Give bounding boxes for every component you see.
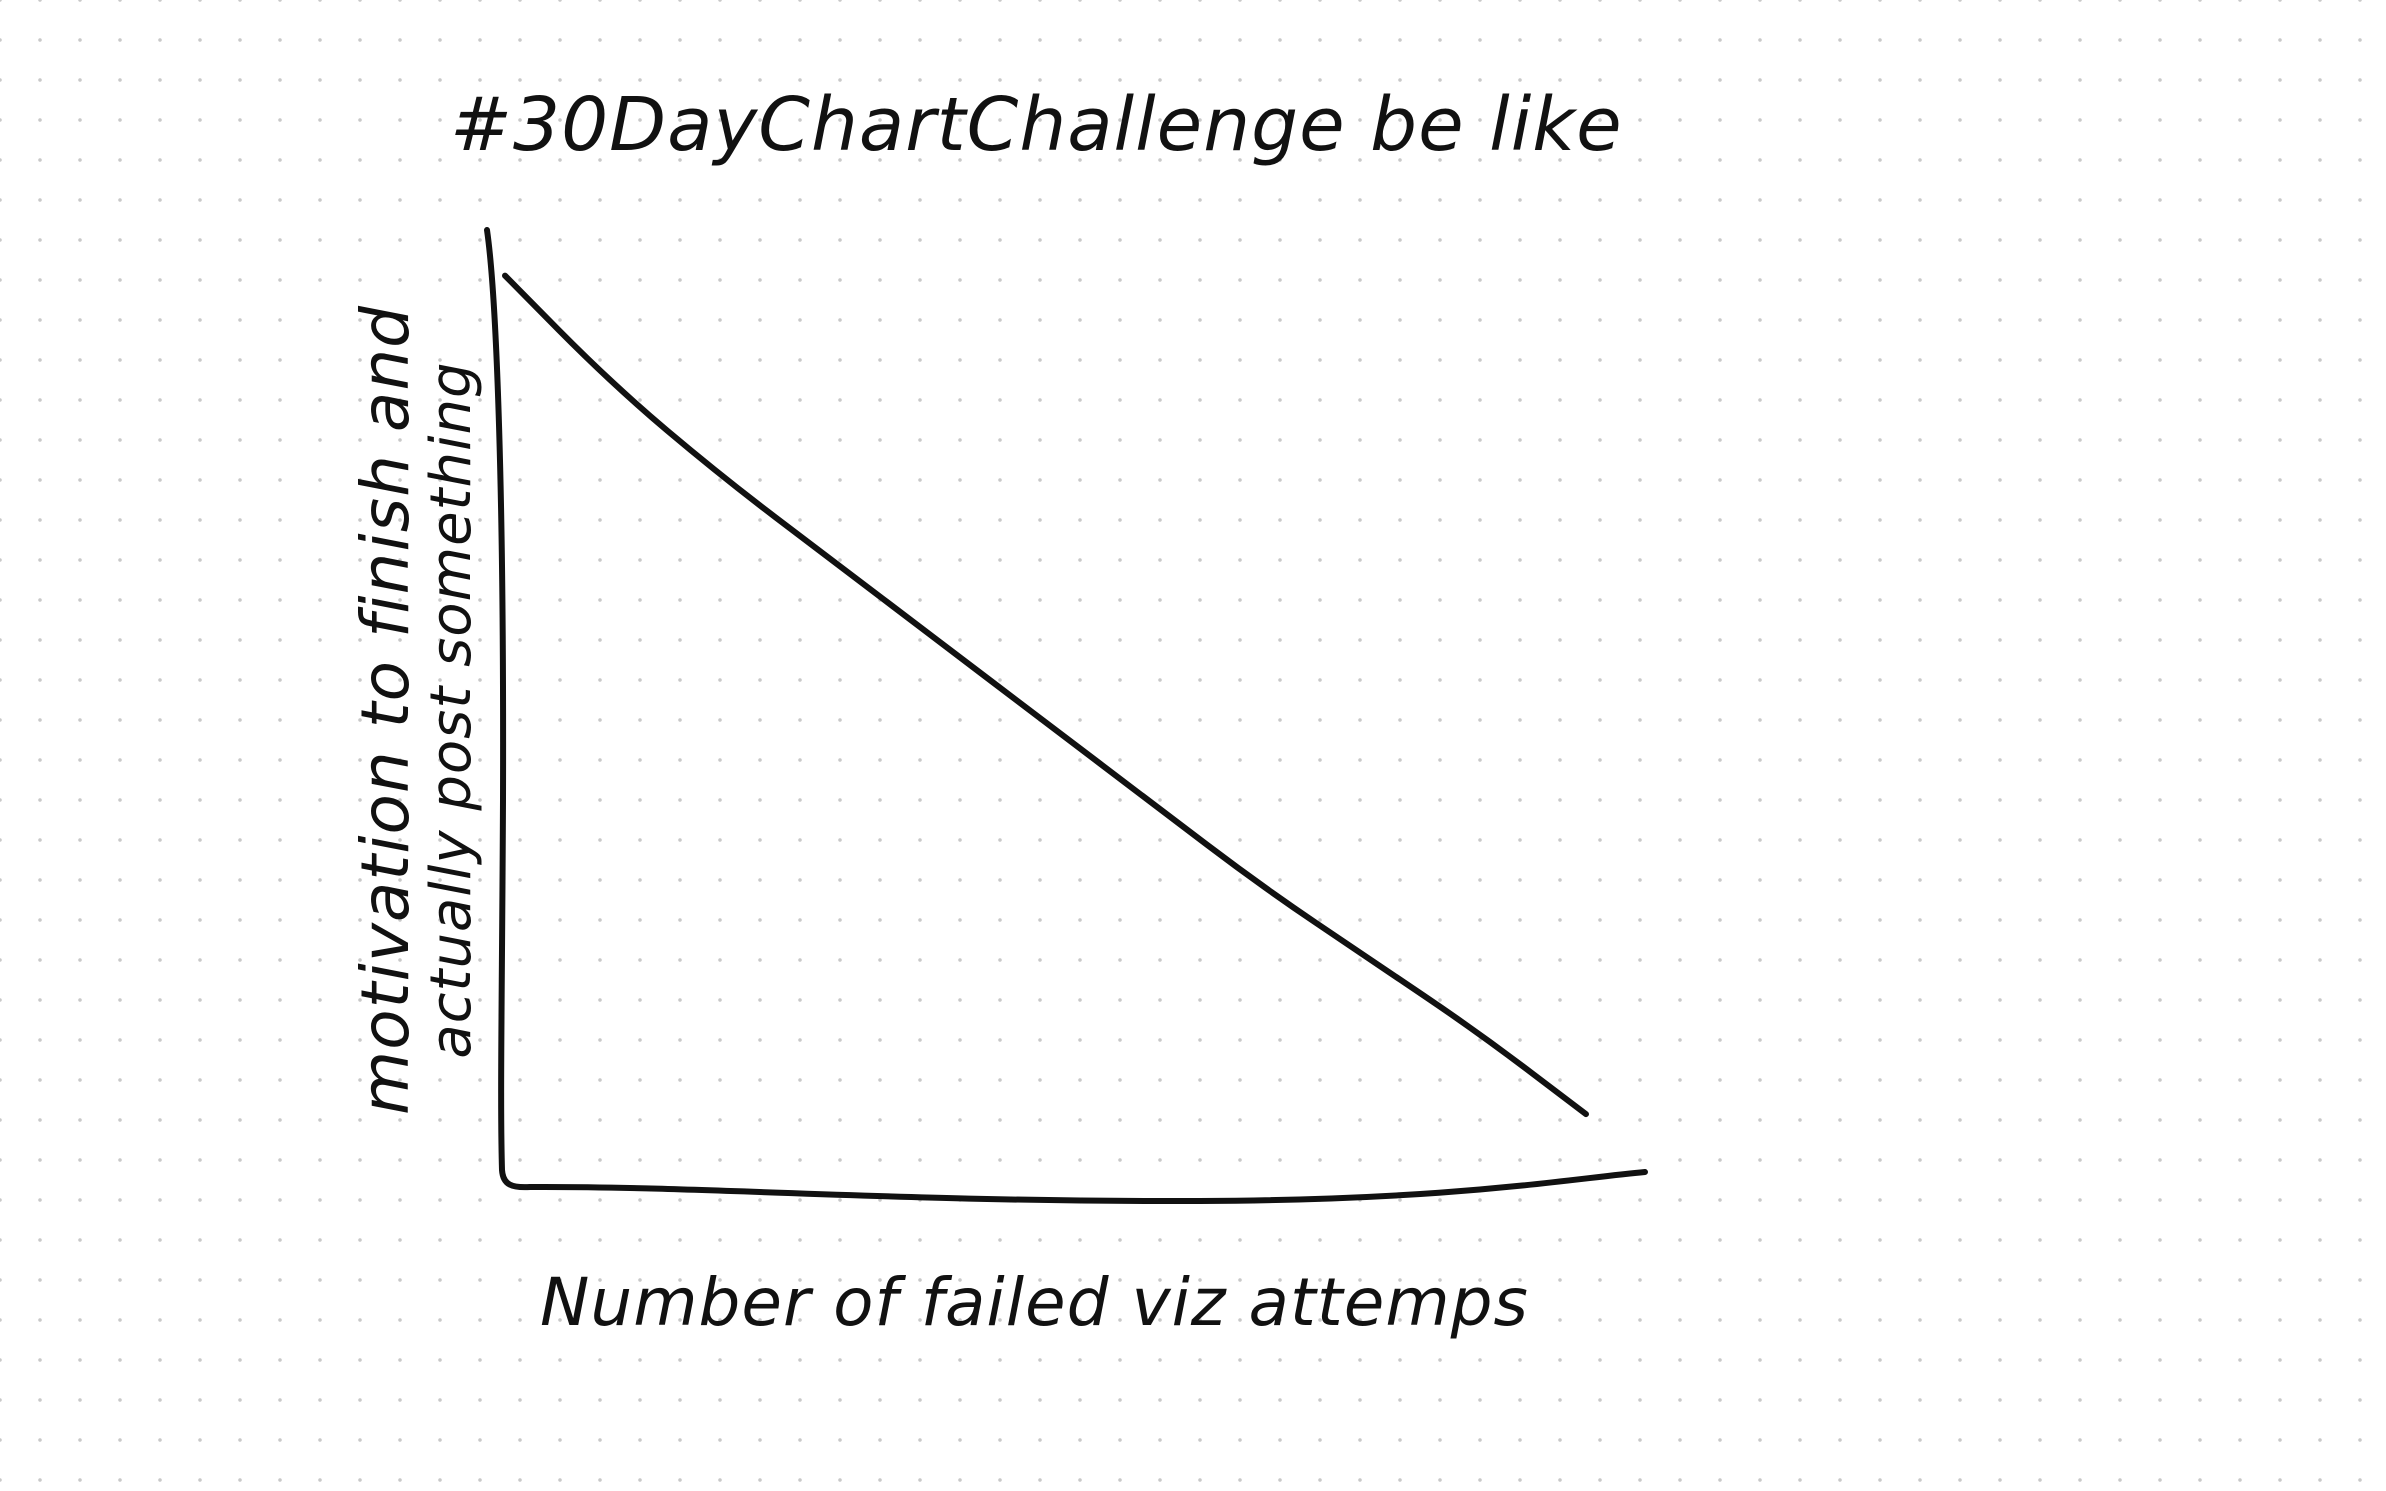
x-axis-line — [527, 1169, 1648, 1205]
y-axis-label-line-1: motivation to finish and — [347, 305, 424, 1115]
y-axis-label-line-2: actually post something — [419, 361, 484, 1058]
chart-title: #30DayChartChallenge be like — [450, 82, 1623, 168]
x-axis-label: Number of failed viz attemps — [540, 1264, 1529, 1341]
series-line — [502, 272, 1589, 1118]
y-axis-line — [484, 227, 533, 1191]
